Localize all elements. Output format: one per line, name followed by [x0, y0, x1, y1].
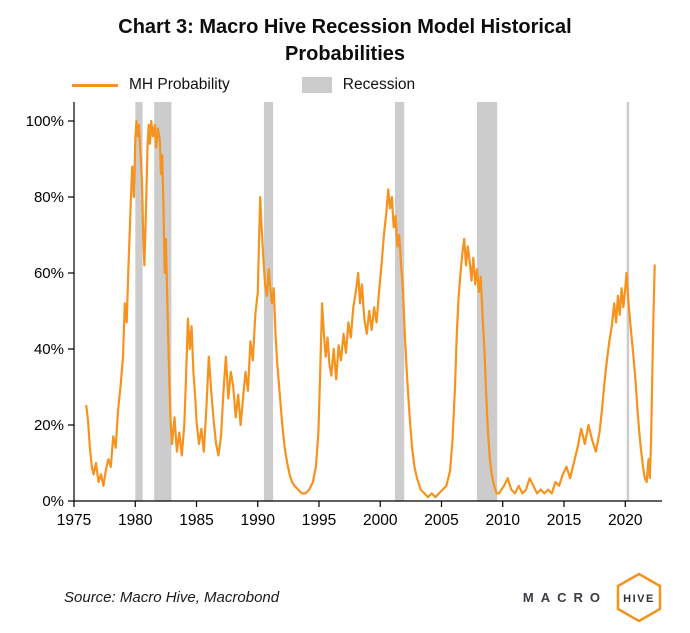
- x-tick-label: 1985: [179, 512, 213, 529]
- y-tick-label: 100%: [26, 113, 64, 130]
- legend-item-mh-probability: MH Probability: [72, 76, 230, 94]
- y-tick-label: 80%: [34, 189, 64, 206]
- x-tick-label: 1975: [57, 512, 91, 529]
- recession-band: [154, 102, 172, 501]
- figure-footer: Source: Macro Hive, Macrobond MACRO HIVE: [64, 572, 662, 622]
- chart-title: Chart 3: Macro Hive Recession Model Hist…: [118, 16, 572, 65]
- source-note: Source: Macro Hive, Macrobond: [64, 588, 280, 606]
- x-tick-label: 1995: [302, 512, 336, 529]
- x-tick-label: 2000: [363, 512, 398, 529]
- line-chart: 0% 20% 40% 60% 80% 100% 1975 1980 1985 1990 1995 20…: [26, 102, 662, 529]
- hive-hexagon-icon: HIVE: [616, 572, 662, 622]
- legend-label-recession: Recession: [342, 76, 416, 93]
- x-tick-label: 2005: [424, 512, 458, 529]
- recession-band: [263, 102, 274, 501]
- y-tick-label: 20%: [34, 417, 64, 434]
- logo-hive-text: HIVE: [623, 593, 655, 605]
- mh-probability-line: [85, 119, 656, 499]
- x-tick-label: 1990: [241, 512, 276, 529]
- recession-band: [395, 102, 405, 501]
- legend: MH Probability Recession: [72, 76, 676, 94]
- macro-hive-logo: MACRO HIVE: [523, 572, 662, 622]
- x-tick-label: 2010: [486, 512, 521, 529]
- hexagon-outline: [616, 572, 662, 622]
- x-tick-label: 1980: [118, 512, 153, 529]
- y-tick-label: 40%: [34, 341, 64, 358]
- recession-band: [135, 102, 143, 501]
- legend-label-mh-probability: MH Probability: [129, 76, 230, 93]
- x-tick-label: 2020: [608, 512, 643, 529]
- x-tick-label: 2015: [547, 512, 581, 529]
- logo-macro-text: MACRO: [522, 589, 607, 605]
- recession-swatch: [301, 77, 332, 93]
- legend-item-recession: Recession: [301, 76, 416, 94]
- line-swatch: [72, 83, 118, 87]
- y-tick-label: 0%: [42, 493, 64, 510]
- recession-band: [477, 102, 498, 501]
- y-tick-label: 60%: [34, 265, 64, 282]
